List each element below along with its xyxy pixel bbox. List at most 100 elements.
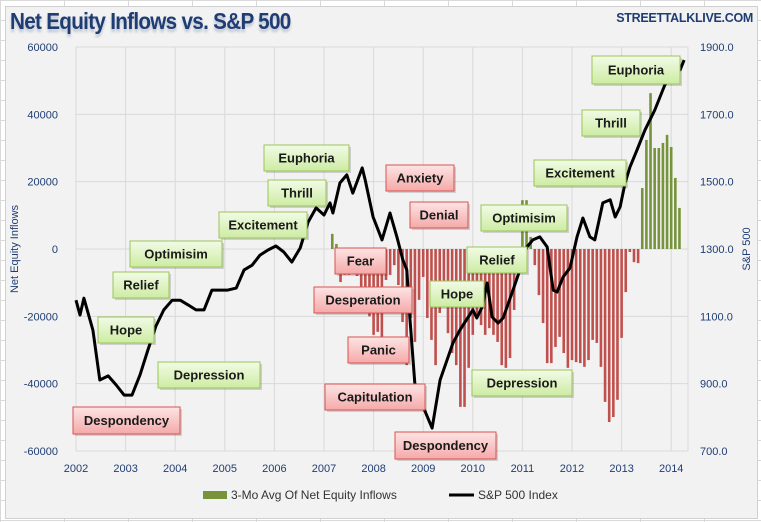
inflow-bar-negative: [421, 249, 425, 277]
annotation-box: [112, 271, 170, 299]
annotation-box: [267, 179, 327, 207]
annotation-label: Panic: [361, 343, 396, 358]
x-tick-label: 2004: [163, 463, 187, 475]
inflow-bar-positive: [330, 233, 334, 249]
inflow-bar-negative: [442, 249, 446, 302]
axes: 60000 1900.0 40000 1700.0 20000 1500.0 0 1300.0…: [24, 42, 734, 475]
x-tick-label: 2005: [213, 463, 237, 475]
annotation-label: Capitulation: [337, 390, 412, 405]
inflow-bar-positive: [669, 146, 673, 249]
annotation-label: Thrill: [595, 116, 627, 131]
annotation-label: Relief: [123, 278, 159, 293]
annotation-box: [218, 211, 308, 239]
inflow-bar-negative: [591, 249, 594, 340]
annotation-box: [471, 369, 573, 397]
annotation-excitement: Excitement: [218, 211, 309, 240]
annotation-thrill: Thrill: [267, 179, 328, 208]
inflow-bar-negative: [492, 249, 495, 335]
annotation-relief: Relief: [112, 271, 171, 300]
inflow-bar-negative: [508, 249, 512, 359]
annotation-label: Euphoria: [278, 151, 335, 166]
chart-title: Net Equity Inflows vs. S&P 500: [10, 8, 291, 34]
inflow-bar-negative: [607, 249, 611, 423]
inflow-bar-negative: [599, 249, 603, 367]
inflow-bar-negative: [426, 249, 429, 319]
y-left-tick-label: 60000: [27, 42, 58, 54]
inflow-bar-negative: [392, 249, 396, 266]
annotation-depression: Depression: [157, 361, 262, 390]
x-tick-label: 2014: [659, 463, 683, 475]
y-left-tick-label: 40000: [27, 109, 58, 121]
y-right-tick-label: 1100.0: [700, 311, 733, 323]
y-left-tick-label: -20000: [24, 311, 58, 323]
inflow-bar-negative: [620, 249, 623, 338]
x-tick-label: 2012: [560, 463, 584, 475]
inflow-bar-negative: [562, 249, 566, 354]
y-left-tick-label: 0: [52, 244, 58, 256]
inflow-bar-negative: [550, 249, 553, 364]
inflow-bar-negative: [397, 249, 400, 286]
x-tick-label: 2007: [312, 463, 336, 475]
annotation-box: [466, 246, 528, 274]
x-tick-label: 2008: [361, 463, 385, 475]
x-tick-label: 2003: [113, 463, 137, 475]
annotation-box: [263, 144, 350, 172]
inflow-bar-negative: [413, 249, 417, 342]
annotation-desperation: Desperation: [313, 286, 414, 315]
inflow-bar-negative: [554, 249, 557, 347]
legend-label-inflows: 3-Mo Avg Of Net Equity Inflows: [231, 488, 397, 502]
annotation-box: [313, 286, 413, 314]
x-tick-label: 2002: [64, 463, 88, 475]
annotation-box: [347, 336, 410, 364]
y-left-tick-label: 20000: [27, 177, 58, 189]
legend: 3-Mo Avg Of Net Equity Inflows S&P 500 I…: [203, 488, 558, 502]
inflow-bar-negative: [417, 249, 421, 300]
inflow-bar-negative: [612, 249, 615, 417]
annotation-relief: Relief: [466, 246, 529, 275]
sp500-line: [74, 59, 686, 430]
inflow-bar-negative: [541, 249, 545, 324]
annotation-despondency: Despondency: [72, 406, 182, 436]
inflow-bar-positive: [649, 93, 652, 249]
x-tick-label: 2010: [461, 463, 485, 475]
annotation-label: Denial: [419, 208, 458, 223]
inflow-bar-negative: [500, 249, 504, 366]
y-right-tick-label: 1300.0: [700, 244, 734, 256]
inflow-bar-negative: [632, 249, 636, 263]
annotation-label: Euphoria: [608, 63, 665, 78]
inflow-bar-positive: [640, 188, 644, 249]
inflow-bar-negative: [409, 249, 413, 319]
inflow-bar-negative: [574, 249, 578, 363]
inflow-bar-negative: [583, 249, 586, 367]
x-tick-label: 2013: [609, 463, 633, 475]
annotation-box: [480, 204, 568, 232]
inflow-bar-negative: [628, 249, 632, 253]
inflow-bar-negative: [587, 249, 590, 361]
inflow-bar-negative: [537, 249, 541, 296]
annotation-label: Hope: [110, 323, 143, 338]
annotation-box: [409, 201, 469, 229]
y-right-tick-label: 900.0: [700, 379, 728, 391]
legend-swatch-inflows: [203, 491, 227, 499]
annotation-label: Hope: [441, 287, 474, 302]
x-tick-label: 2006: [262, 463, 286, 475]
sp500-line-group: [74, 59, 686, 430]
annotation-box: [581, 109, 641, 137]
inflow-bar-negative: [401, 249, 404, 323]
annotation-thrill: Thrill: [581, 109, 642, 138]
annotation-label: Anxiety: [397, 171, 445, 186]
inflow-bar-negative: [570, 249, 574, 361]
y-right-axis-title: S&P 500: [741, 227, 753, 270]
inflow-bar-negative: [388, 249, 392, 275]
annotation-box: [324, 383, 426, 411]
annotation-euphoria: Euphoria: [591, 55, 682, 86]
y-left-tick-label: -40000: [24, 379, 58, 391]
annotations: Euphoria Thrill Excitement Optimisim Relief H…: [72, 55, 682, 461]
inflow-bar-negative: [545, 249, 549, 364]
y-right-tick-label: 1700.0: [700, 109, 734, 121]
annotation-box: [157, 361, 261, 389]
annotation-denial: Denial: [409, 201, 470, 230]
annotation-label: Despondency: [403, 438, 489, 453]
inflow-bar-negative: [463, 249, 466, 407]
inflow-bar-negative: [512, 249, 516, 310]
